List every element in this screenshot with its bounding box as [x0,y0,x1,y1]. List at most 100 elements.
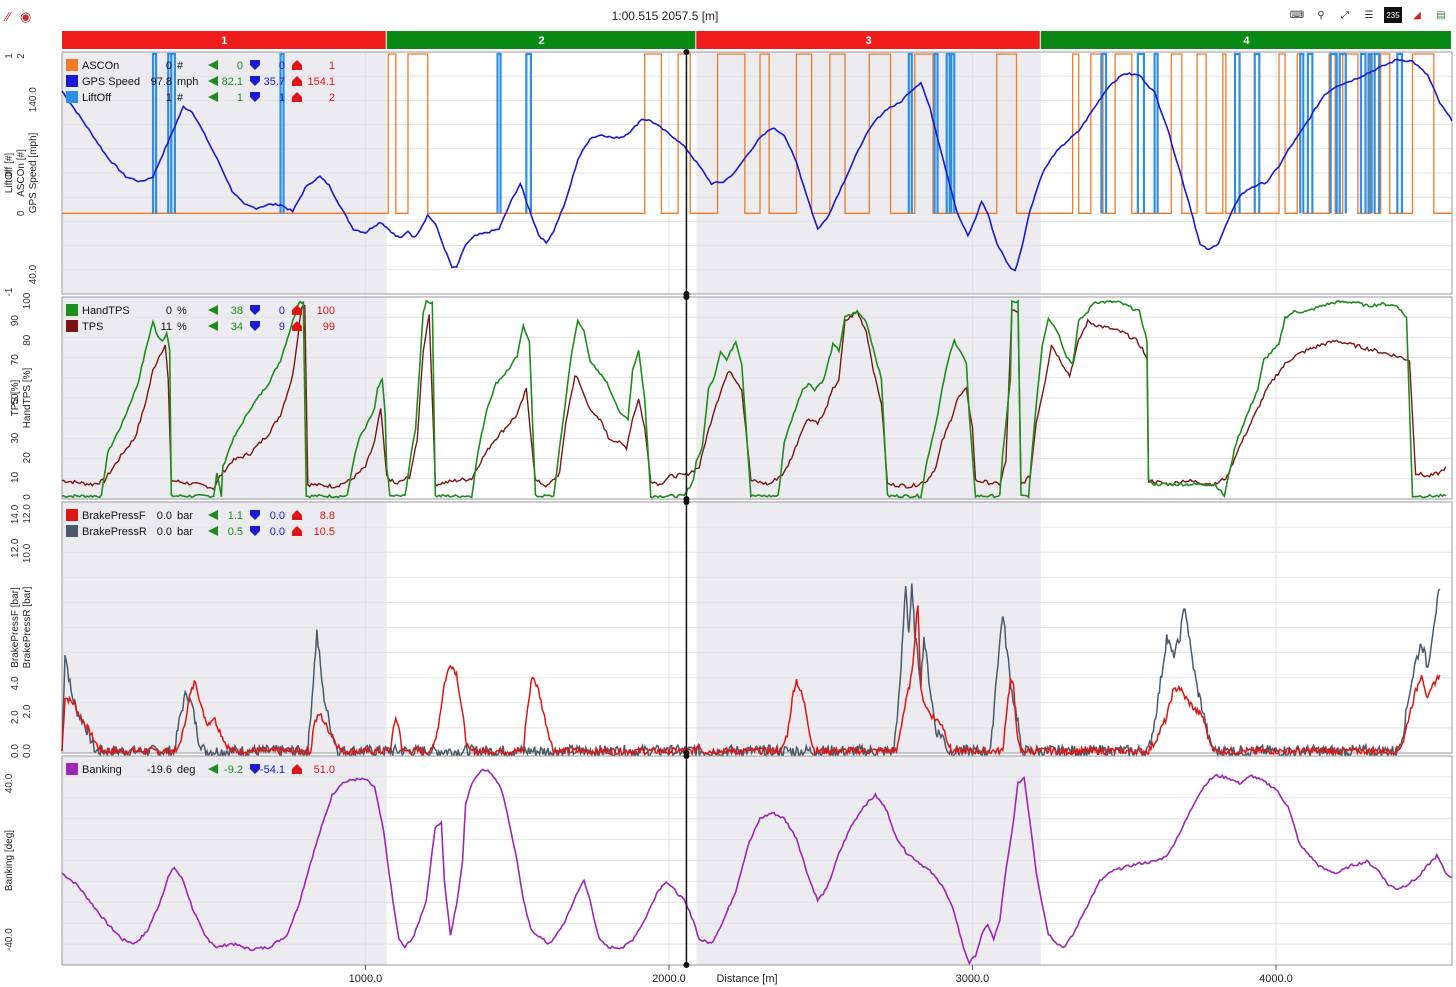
pane-border [61,501,1453,754]
legend-min: 0 [279,60,285,72]
max-icon [292,321,302,331]
legend: BrakePressF 0.0 bar 1.1 0.0 8.8 BrakePressR 0.0… [66,509,335,538]
min-icon [250,526,260,536]
legend-name: BrakePressF [82,510,146,522]
triangle-icon[interactable]: ◢ [1413,9,1421,21]
counter-icon[interactable]: 235 [1384,7,1402,23]
sector-2 [386,31,696,49]
x-tick-label: 2000.0 [652,973,686,985]
legend-min: 1 [279,92,285,104]
y-axis-title: Banking [deg] [4,830,15,891]
legend-swatch [66,509,78,521]
legend-avg: 0.5 [228,526,243,538]
legend-swatch [66,91,78,103]
y-tick-label: 0 [4,171,15,177]
legend-unit: % [177,321,187,333]
legend-unit: bar [177,510,193,522]
max-icon [292,510,302,520]
zoom-in-icon[interactable]: ⚲ [1317,9,1325,21]
y-tick-label: 40.0 [28,264,39,284]
layout-icon[interactable]: ☰ [1364,9,1374,21]
series-handtps [61,299,1447,499]
series-brakepressf [61,605,1441,758]
y-axis-title: GPS Speed [mph] [28,132,39,213]
legend-unit: deg [177,764,195,776]
max-icon [292,764,302,774]
series-liftoff [151,52,1404,214]
legend-avg: 1 [237,92,243,104]
y-axis-title: BrakePressF [bar] [10,587,21,668]
record-icon[interactable]: ◉ [19,9,32,24]
y-tick-label: 0.0 [10,744,21,758]
avg-icon [208,92,218,102]
y-axis-title: BrakePressR [bar] [22,586,33,668]
keyboard-icon[interactable]: ⌨ [1289,9,1305,21]
y-tick-label: 40.0 [4,773,15,793]
y-tick-label: 80 [22,334,33,346]
legend-name: BrakePressR [82,526,147,538]
pane-border [61,51,1453,295]
legend-value: 0 [166,60,172,72]
legend-avg: 0 [237,60,243,72]
legend-swatch [66,59,78,71]
y-axis-title: LiftOff [#] [4,153,15,194]
y-tick-label: 50 [10,393,21,405]
sector-label-4: 4 [1243,35,1250,47]
y-tick-label: 10 [10,471,21,483]
y-tick-label: -1 [4,287,15,296]
min-icon [250,60,260,70]
y-tick-label: 100 [22,292,33,309]
sector-1 [62,31,386,49]
series-banking [61,768,1453,966]
min-icon [250,305,260,315]
avg-icon [208,764,218,774]
legend-name: ASCOn [82,60,119,72]
grid-icon[interactable]: ▤ [1436,9,1446,21]
legend-swatch [66,320,78,332]
max-icon [292,60,302,70]
legend-swatch [66,75,78,87]
legend-min: 0 [279,305,285,317]
min-icon [250,321,260,331]
y-axis-title: HandTPS [%] [22,367,33,428]
y-tick-label: 0 [16,210,27,216]
y-tick-label: 1 [4,53,15,59]
series-gps-speed [61,58,1453,272]
max-icon [292,526,302,536]
legend-value: -19.6 [147,764,172,776]
avg-icon [208,510,218,520]
y-tick-label: 20 [22,452,33,464]
legend-max: 1 [329,60,335,72]
y-tick-label: 4.0 [10,676,21,690]
x-tick-label: 3000.0 [956,973,990,985]
x-tick-label: 1000.0 [349,973,383,985]
legend-swatch [66,763,78,775]
series-ascon [62,53,1452,214]
legend-min: 0.0 [270,526,285,538]
legend: ASCOn 0 #0 0 1 GPS Speed 97.8 mph 82.1 35.7 154.1 L… [66,59,335,104]
series-brakepressr [61,583,1441,760]
x-axis-title: Distance [m] [716,973,777,985]
avg-icon [208,76,218,86]
min-icon [250,510,260,520]
cursor-marker [683,294,690,300]
legend-value: 97.8 [151,76,172,88]
cursor-marker [683,499,690,505]
y-tick-label: 2 [16,53,27,59]
legend-max: 51.0 [314,764,335,776]
sector-3 [696,31,1040,49]
min-icon [250,92,260,102]
legend-value: 11 [161,321,172,333]
sector-label-2: 2 [538,35,544,47]
pencil-icon[interactable]: ⁄⁄ [6,9,11,24]
legend-max: 154.1 [307,76,335,88]
min-icon [250,76,260,86]
y-tick-label: 70 [10,354,21,366]
zoom-fit-icon[interactable]: ⤢ [1341,9,1349,21]
legend-value: 0.0 [157,510,172,522]
legend-max: 8.8 [320,510,335,522]
y-tick-label: 30 [10,432,21,444]
legend-min: -54.1 [260,764,285,776]
